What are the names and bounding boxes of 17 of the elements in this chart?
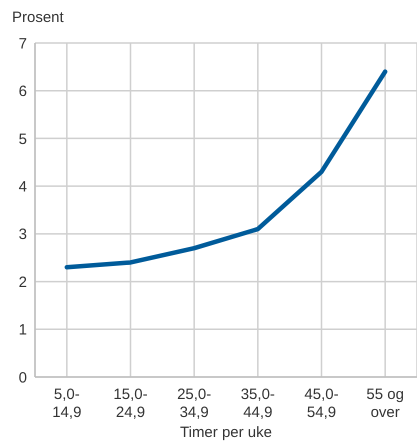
x-tick-label: 25,0- 34,9	[177, 386, 212, 421]
x-tick-label: 15,0- 24,9	[113, 386, 148, 421]
y-tick-label: 7	[18, 35, 27, 52]
x-tick-label: 45,0- 54,9	[304, 386, 339, 421]
line-series	[64, 69, 388, 270]
y-tick-label: 5	[18, 130, 27, 148]
y-tick-label: 4	[18, 178, 27, 196]
y-tick-label: 1	[18, 322, 27, 339]
x-tick-label: 55 og over	[366, 386, 404, 421]
y-tick-label: 0	[18, 369, 27, 386]
y-axis-title: Prosent	[11, 8, 65, 28]
y-tick-label: 2	[18, 274, 27, 291]
y-tick-label: 3	[18, 226, 27, 244]
x-axis-title: Timer per uke	[180, 424, 272, 441]
x-tick-label: 35,0- 44,9	[240, 386, 275, 421]
x-tick-label: 5,0- 14,9	[52, 386, 82, 421]
y-tick-label: 6	[18, 83, 27, 100]
